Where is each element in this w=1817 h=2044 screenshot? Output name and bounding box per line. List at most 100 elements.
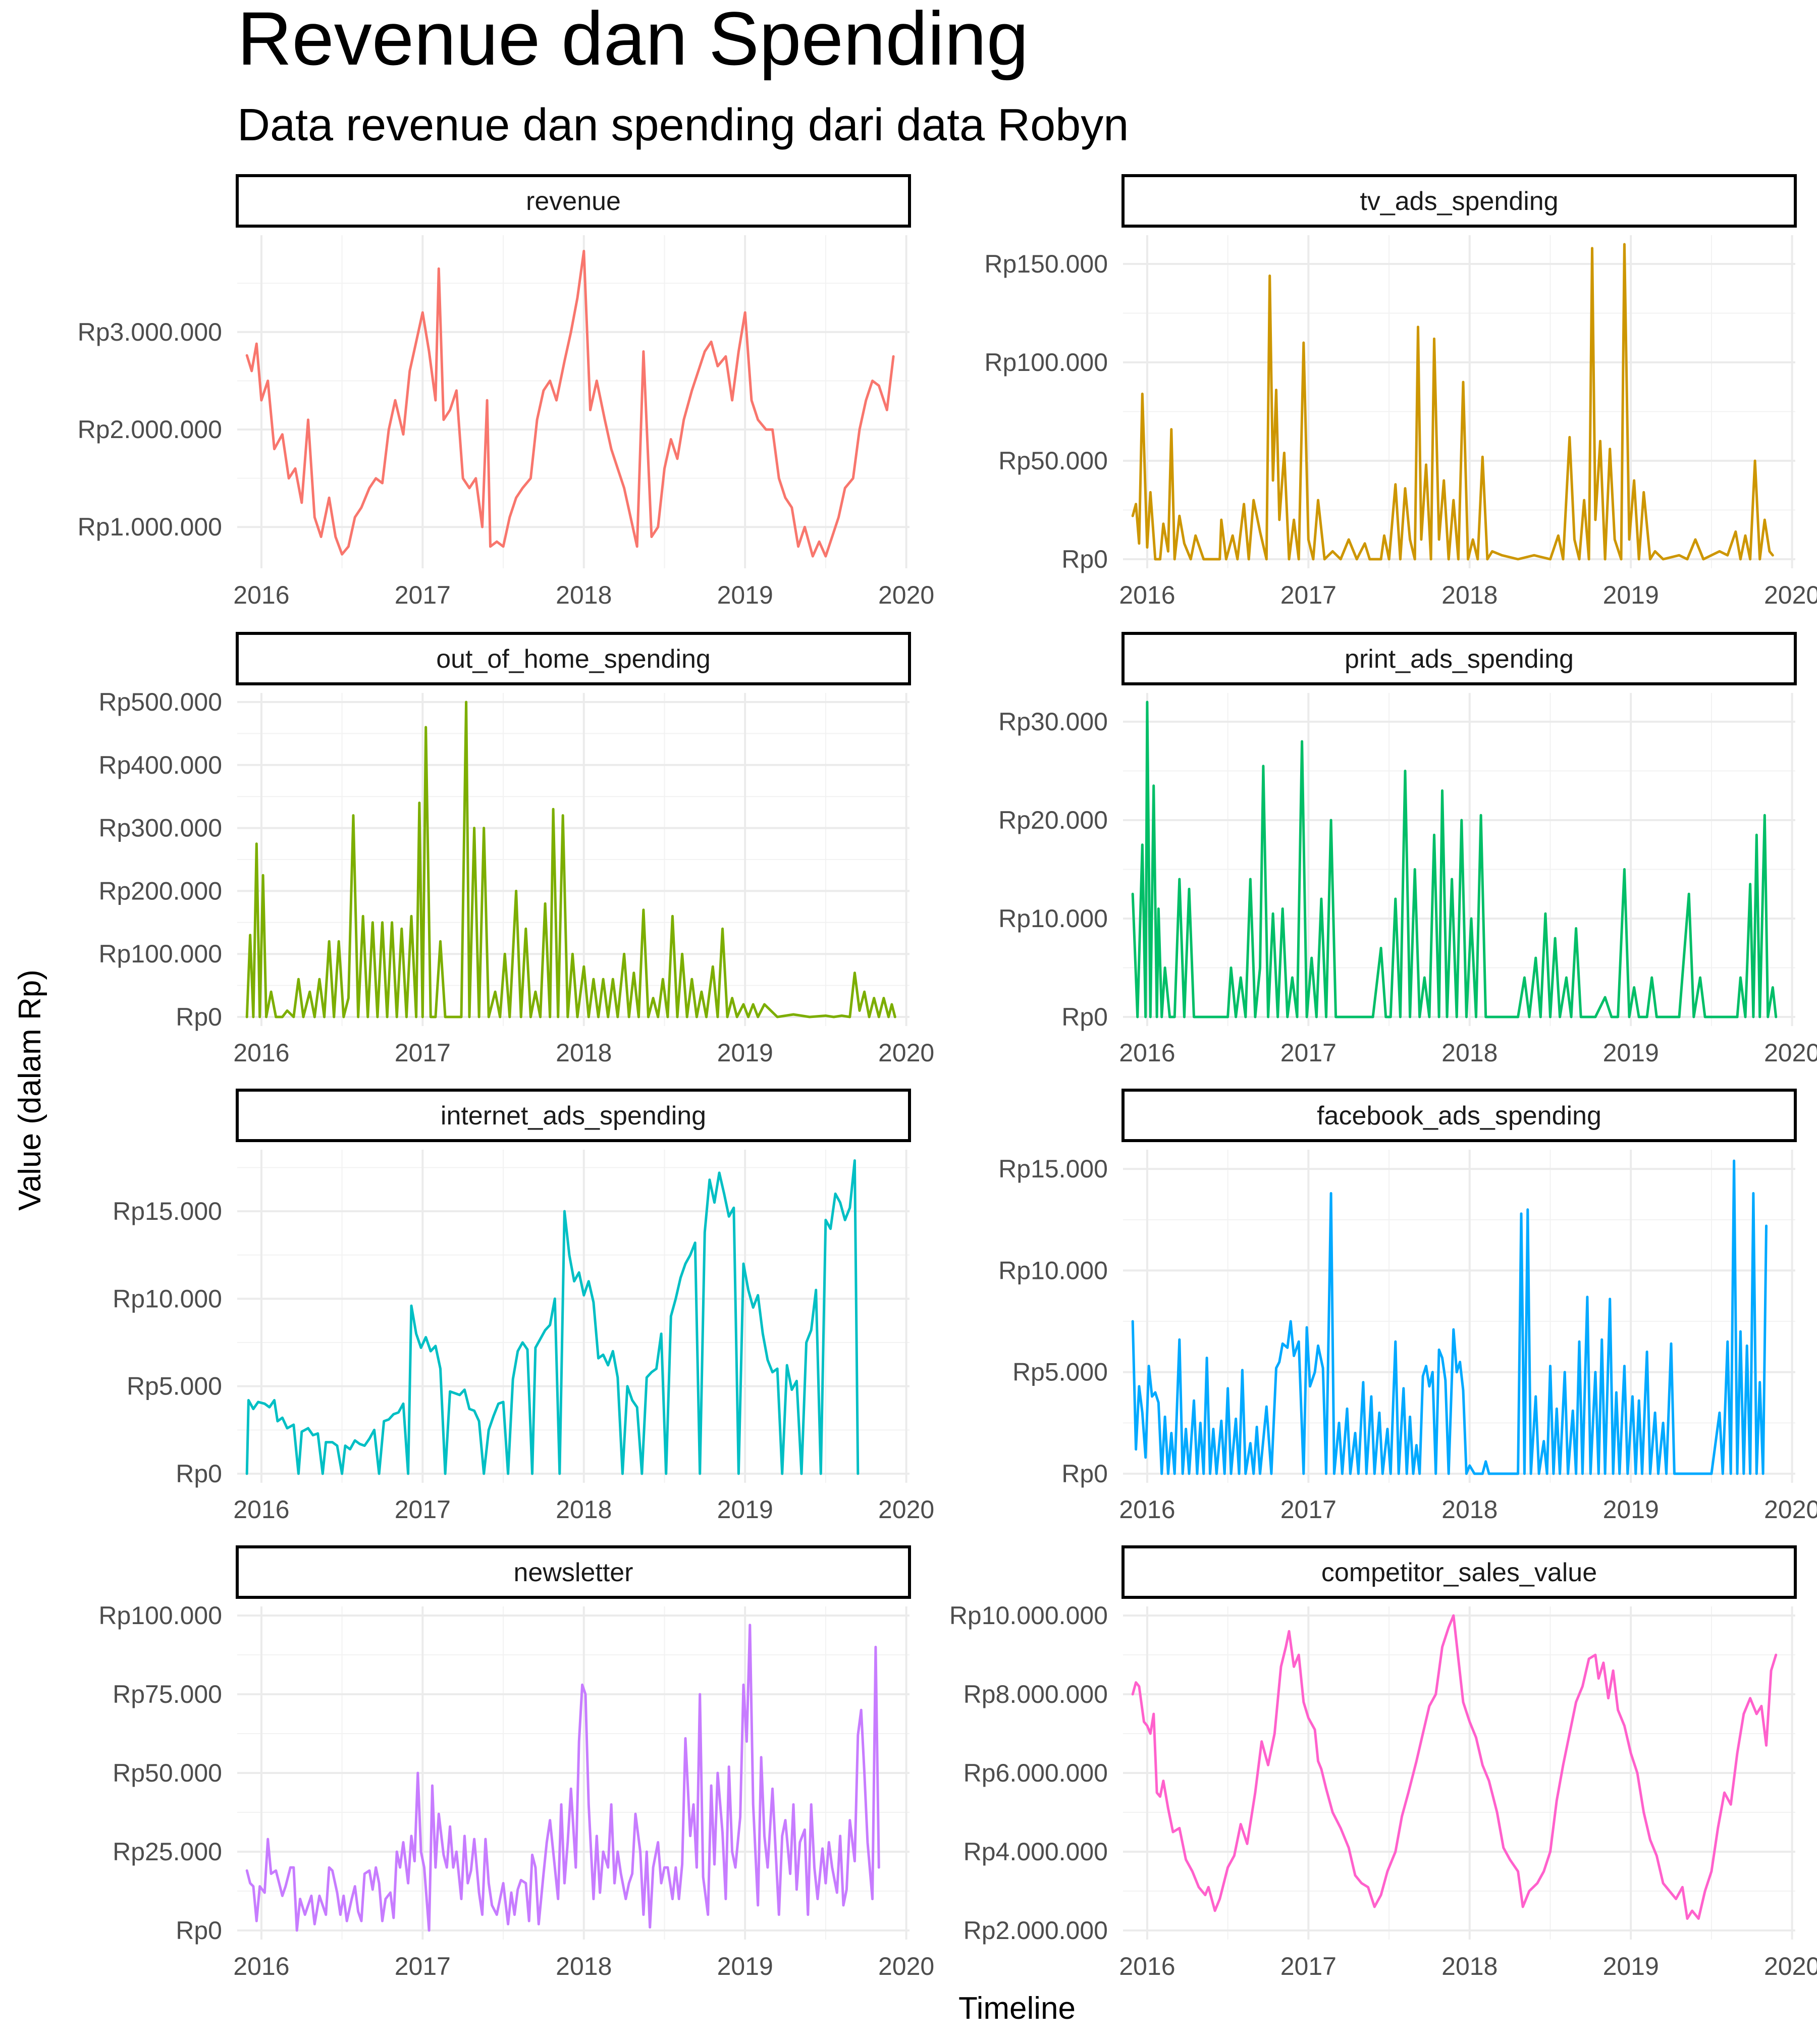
- panel-facebook_ads_spending: facebook_ads_spending Rp0 Rp5.000 Rp10.000 R…: [998, 1089, 1817, 1524]
- y-tick-label: Rp10.000: [998, 1256, 1108, 1284]
- y-tick-label: Rp5.000: [1012, 1358, 1108, 1386]
- y-tick-label: Rp8.000.000: [964, 1680, 1108, 1708]
- facet-strip: [1121, 1089, 1797, 1142]
- x-axis-title: Timeline: [958, 1991, 1076, 2026]
- x-tick-label: 2019: [717, 1952, 773, 1980]
- panel-newsletter: newsletter Rp0 Rp25.000 Rp50.000 Rp75.000 Rp1…: [98, 1545, 934, 1980]
- y-tick-label: Rp50.000: [113, 1759, 222, 1787]
- x-tick-label: 2017: [395, 1495, 451, 1524]
- x-tick-label: 2019: [717, 581, 773, 609]
- x-tick-label: 2016: [1119, 1039, 1175, 1067]
- x-tick-label: 2016: [233, 1952, 289, 1980]
- x-tick-label: 2020: [1764, 1495, 1817, 1524]
- facet-strip: [236, 1545, 911, 1599]
- series-line-tv_ads_spending: [1131, 243, 1774, 561]
- chart-title: Revenue dan Spending: [237, 0, 1029, 81]
- series-line-print_ads_spending: [1131, 701, 1778, 1018]
- y-tick-label: Rp50.000: [998, 447, 1108, 475]
- y-tick-label: Rp10.000: [998, 904, 1108, 933]
- x-tick-label: 2018: [1441, 1495, 1498, 1524]
- facet-panels: revenue Rp1.000.000 Rp2.000.000 Rp3.000.000…: [78, 174, 1817, 1980]
- facet-strip: [1121, 632, 1797, 685]
- x-tick-label: 2020: [1764, 1039, 1817, 1067]
- x-tick-label: 2018: [556, 1039, 612, 1067]
- y-tick-label: Rp200.000: [98, 877, 222, 905]
- y-tick-label: Rp2.000.000: [964, 1916, 1108, 1945]
- facet-strip-label: print_ads_spending: [1345, 644, 1574, 674]
- x-tick-label: 2020: [878, 1039, 934, 1067]
- x-tick-label: 2020: [878, 1952, 934, 1980]
- facet-strip-label: out_of_home_spending: [436, 644, 711, 674]
- y-tick-label: Rp3.000.000: [78, 318, 222, 346]
- y-tick-label: Rp6.000.000: [964, 1759, 1108, 1787]
- y-tick-label: Rp0: [1061, 545, 1108, 573]
- y-tick-label: Rp5.000: [127, 1372, 222, 1401]
- x-tick-label: 2018: [556, 581, 612, 609]
- y-tick-label: Rp400.000: [98, 751, 222, 779]
- y-tick-label: Rp0: [1061, 1003, 1108, 1031]
- y-tick-label: Rp15.000: [998, 1155, 1108, 1183]
- y-tick-label: Rp150.000: [984, 250, 1108, 278]
- facet-strip-label: newsletter: [514, 1558, 633, 1587]
- panel-internet_ads_spending: internet_ads_spending Rp0 Rp5.000 Rp10.000 R…: [113, 1089, 934, 1524]
- x-tick-label: 2020: [878, 1495, 934, 1524]
- panel-tv_ads_spending: tv_ads_spending Rp0 Rp50.000 Rp100.000 Rp150…: [984, 174, 1817, 609]
- panel-competitor_sales_value: competitor_sales_value Rp2.000.000 Rp4.000…: [949, 1545, 1817, 1980]
- x-tick-label: 2018: [1441, 1952, 1498, 1980]
- series-line-internet_ads_spending: [245, 1159, 860, 1475]
- facet-strip: [236, 632, 911, 685]
- facet-strip: [236, 1089, 911, 1142]
- facet-strip-label: tv_ads_spending: [1360, 187, 1558, 216]
- x-tick-label: 2016: [1119, 1495, 1175, 1524]
- facet-strip-label: internet_ads_spending: [441, 1101, 706, 1131]
- series-line-newsletter: [245, 1624, 880, 1932]
- x-tick-label: 2017: [395, 581, 451, 609]
- x-tick-label: 2018: [556, 1952, 612, 1980]
- x-tick-label: 2020: [1764, 1952, 1817, 1980]
- y-tick-label: Rp75.000: [113, 1680, 222, 1708]
- panel-print_ads_spending: print_ads_spending Rp0 Rp10.000 Rp20.000 Rp3…: [998, 632, 1817, 1067]
- series-line-competitor_sales_value: [1131, 1614, 1778, 1920]
- series-line-facebook_ads_spending: [1131, 1159, 1768, 1475]
- y-tick-label: Rp0: [1061, 1460, 1108, 1488]
- y-tick-label: Rp100.000: [984, 348, 1108, 376]
- x-tick-label: 2017: [395, 1039, 451, 1067]
- y-tick-label: Rp0: [176, 1003, 222, 1031]
- x-tick-label: 2019: [1603, 581, 1659, 609]
- x-tick-label: 2018: [1441, 1039, 1498, 1067]
- facet-strip: [1121, 174, 1797, 228]
- facet-strip: [236, 174, 911, 228]
- x-tick-label: 2016: [233, 581, 289, 609]
- x-tick-label: 2020: [878, 581, 934, 609]
- x-tick-label: 2018: [1441, 581, 1498, 609]
- x-tick-label: 2017: [1280, 1952, 1337, 1980]
- x-tick-label: 2017: [1280, 581, 1337, 609]
- facet-strip: [1121, 1545, 1797, 1599]
- x-tick-label: 2016: [233, 1039, 289, 1067]
- y-tick-label: Rp30.000: [998, 708, 1108, 736]
- series-line-out_of_home_spending: [245, 701, 896, 1018]
- x-tick-label: 2016: [1119, 1952, 1175, 1980]
- y-tick-label: Rp1.000.000: [78, 513, 222, 541]
- x-tick-label: 2016: [1119, 581, 1175, 609]
- y-tick-label: Rp20.000: [998, 806, 1108, 834]
- facet-strip-label: revenue: [526, 187, 621, 216]
- y-tick-label: Rp0: [176, 1916, 222, 1945]
- y-tick-label: Rp300.000: [98, 814, 222, 842]
- x-tick-label: 2017: [395, 1952, 451, 1980]
- panel-out_of_home_spending: out_of_home_spending Rp0 Rp100.000 Rp200.00…: [98, 632, 934, 1067]
- x-tick-label: 2016: [233, 1495, 289, 1524]
- chart-subtitle: Data revenue dan spending dari data Roby…: [237, 100, 1129, 150]
- y-tick-label: Rp25.000: [113, 1838, 222, 1866]
- panel-revenue: revenue Rp1.000.000 Rp2.000.000 Rp3.000.000…: [78, 174, 934, 609]
- x-tick-label: 2017: [1280, 1495, 1337, 1524]
- x-tick-label: 2017: [1280, 1039, 1337, 1067]
- y-tick-label: Rp100.000: [98, 1601, 222, 1630]
- x-tick-label: 2020: [1764, 581, 1817, 609]
- x-tick-label: 2019: [1603, 1952, 1659, 1980]
- facet-strip-label: facebook_ads_spending: [1317, 1101, 1601, 1131]
- x-tick-label: 2019: [717, 1039, 773, 1067]
- y-tick-label: Rp2.000.000: [78, 415, 222, 444]
- x-tick-label: 2018: [556, 1495, 612, 1524]
